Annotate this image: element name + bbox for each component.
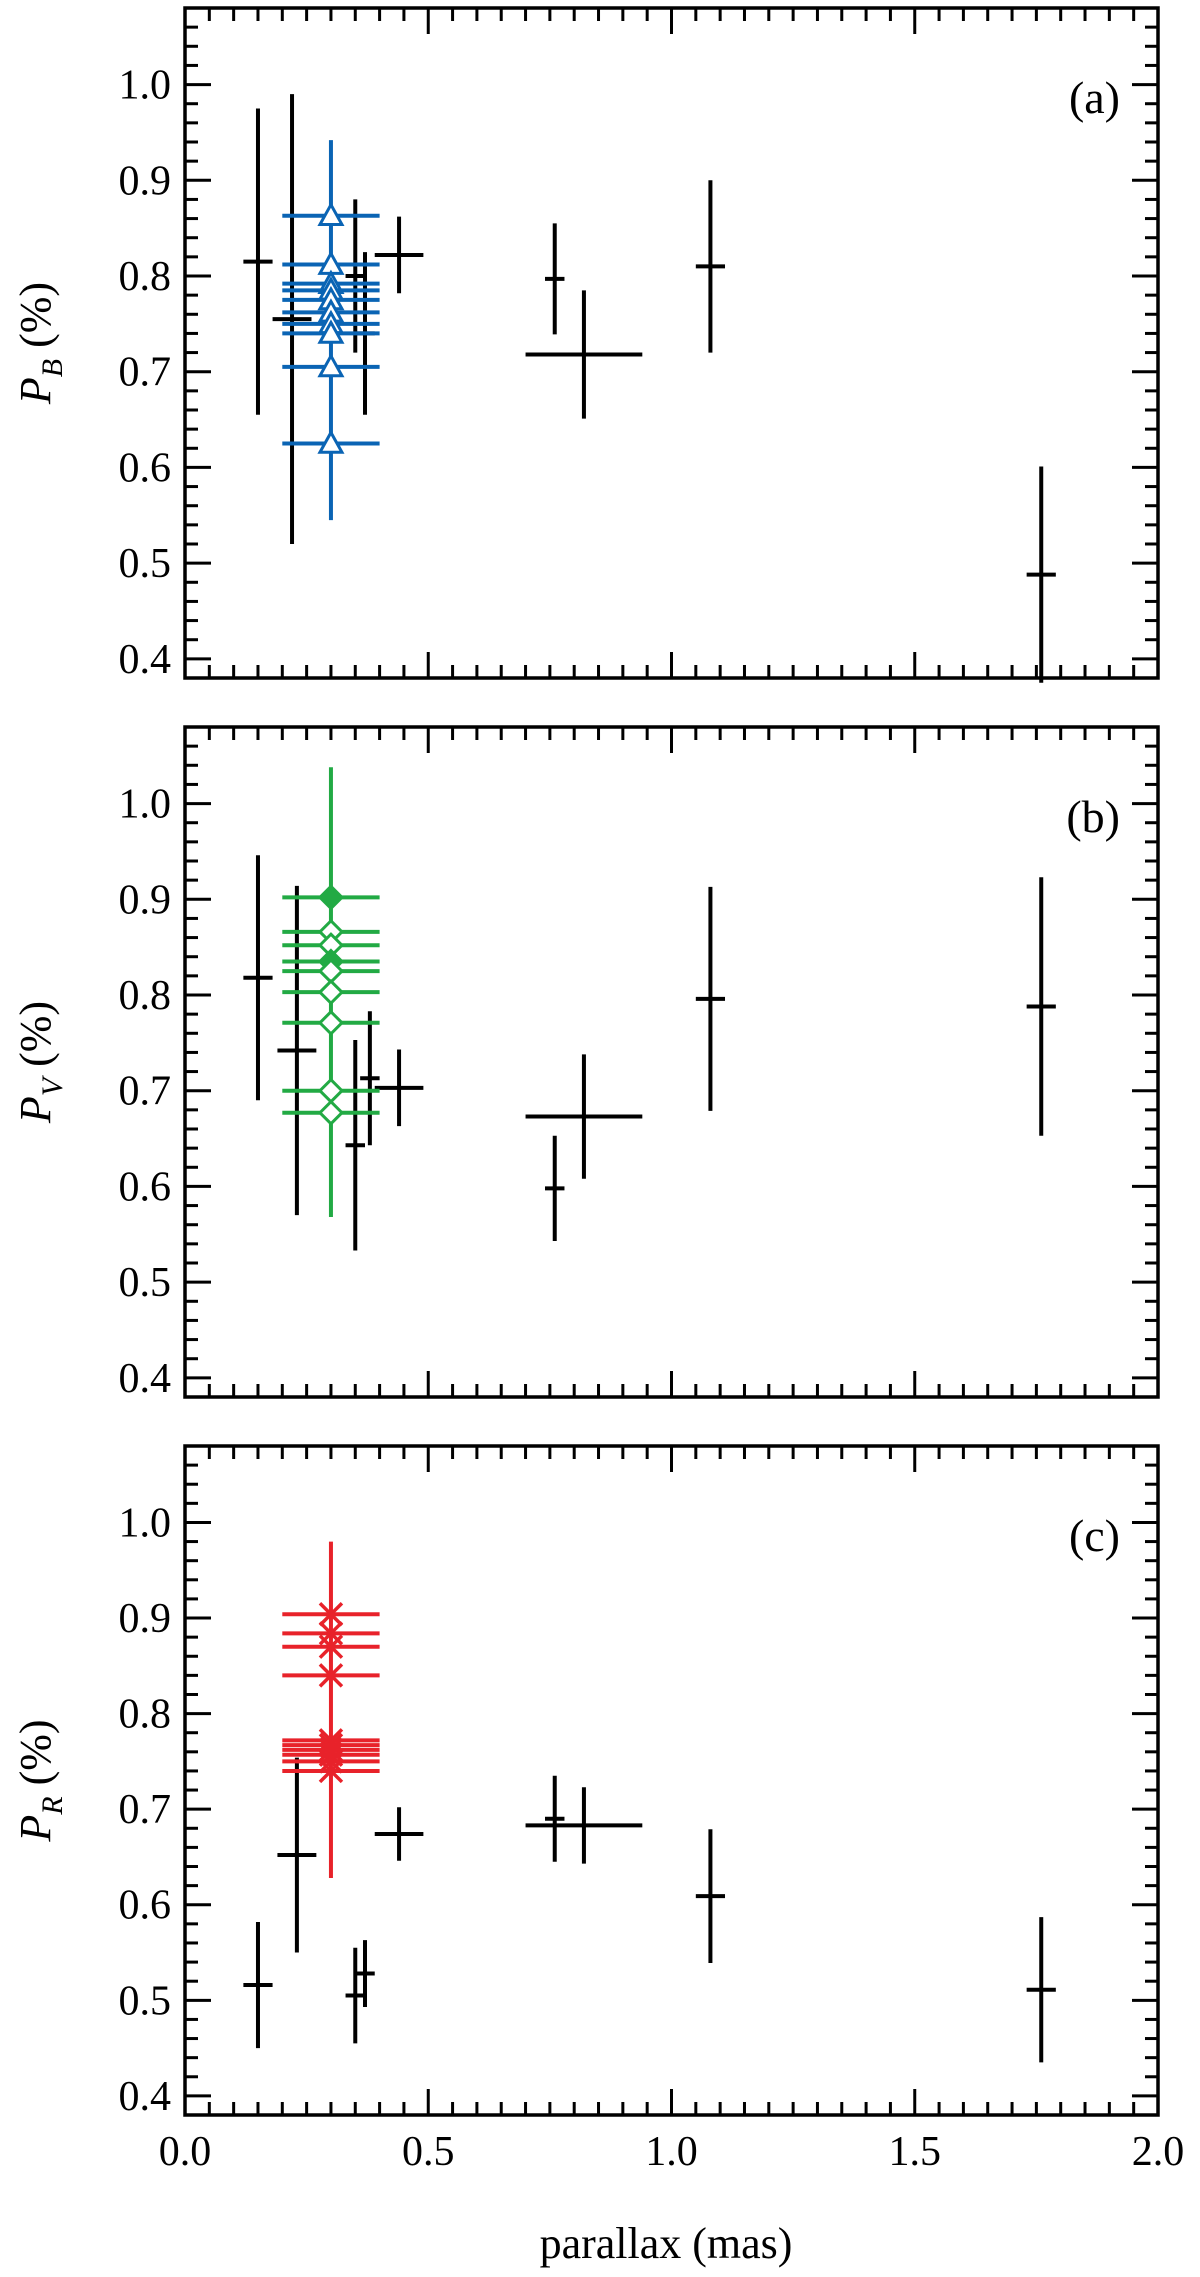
y-axis-title: PV (%) (11, 1001, 69, 1124)
y-tick-label: 1.0 (119, 782, 172, 828)
data-point (318, 1758, 344, 1784)
series-black (243, 855, 1056, 1251)
y-tick-label: 0.4 (119, 1356, 172, 1402)
x-tick-label: 1.5 (889, 2129, 942, 2175)
data-point (317, 979, 345, 1006)
y-tick-label: 0.5 (119, 1978, 172, 2024)
series-colored (282, 1541, 380, 1878)
y-tick-label: 0.7 (119, 350, 172, 396)
panel-label: (a) (1069, 72, 1120, 123)
x-tick-label: 0.5 (402, 2129, 455, 2175)
data-point (318, 1663, 344, 1688)
y-tick-label: 0.5 (119, 1260, 172, 1306)
y-tick-label: 1.0 (119, 1500, 172, 1546)
y-tick-label: 0.4 (119, 2074, 172, 2120)
series-colored (282, 767, 380, 1218)
y-tick-label: 0.6 (119, 1164, 172, 1210)
data-point (318, 1749, 344, 1774)
y-tick-label: 0.7 (119, 1069, 172, 1115)
y-tick-label: 0.6 (119, 1883, 172, 1929)
data-point (317, 1077, 345, 1104)
y-tick-label: 0.9 (119, 1596, 172, 1642)
y-tick-label: 0.8 (119, 973, 172, 1019)
y-tick-label: 0.9 (119, 158, 172, 204)
y-tick-label: 0.6 (119, 445, 172, 491)
data-point (318, 1601, 344, 1627)
panel-b: 0.4 0.5 0.6 0.7 0.8 0.9 1.0 (b) PV (%) (11, 725, 1160, 1402)
y-tick-label: 0.8 (119, 254, 172, 300)
series-black (243, 94, 1056, 683)
panels: 0.40.50.60.70.80.91.0 (a)PB (%)0.40.50.60… (11, 6, 1185, 2175)
x-tick-label: 1.0 (645, 2129, 698, 2175)
y-tick-label: 0.7 (119, 1787, 172, 1833)
panel-a: 0.4 0.5 0.6 0.7 0.8 0.9 1.0 (a) PB (%) (11, 6, 1160, 683)
data-point (317, 1099, 345, 1126)
y-axis-title: PR (%) (11, 1719, 69, 1842)
y-tick-label: 0.8 (119, 1692, 172, 1738)
data-point (317, 352, 345, 378)
y-tick-label: 0.4 (119, 637, 172, 683)
panel-label: (c) (1069, 1510, 1120, 1561)
data-point (318, 1737, 344, 1763)
panel-label: (b) (1066, 791, 1120, 842)
data-point (317, 319, 345, 344)
data-point (317, 884, 345, 911)
y-tick-label: 0.5 (119, 541, 172, 587)
data-point (317, 201, 345, 226)
series-colored (282, 140, 380, 521)
series-black (243, 1757, 1056, 2063)
y-tick-label: 0.9 (119, 877, 172, 923)
x-tick-label: 2.0 (1132, 2129, 1185, 2175)
data-point (317, 429, 345, 454)
y-axis-title: PB (%) (11, 282, 69, 405)
y-tick-label: 1.0 (119, 63, 172, 109)
data-point (318, 1634, 344, 1659)
x-axis-title: parallax (mas) (540, 2219, 793, 2268)
data-point (317, 1009, 345, 1036)
panel-c: 0.4 0.5 0.6 0.7 0.8 0.9 1.0 0.0 0.5 1.0 1.5 2.0 (c) P… (11, 1444, 1185, 2175)
x-tick-label: 0.0 (159, 2129, 212, 2175)
